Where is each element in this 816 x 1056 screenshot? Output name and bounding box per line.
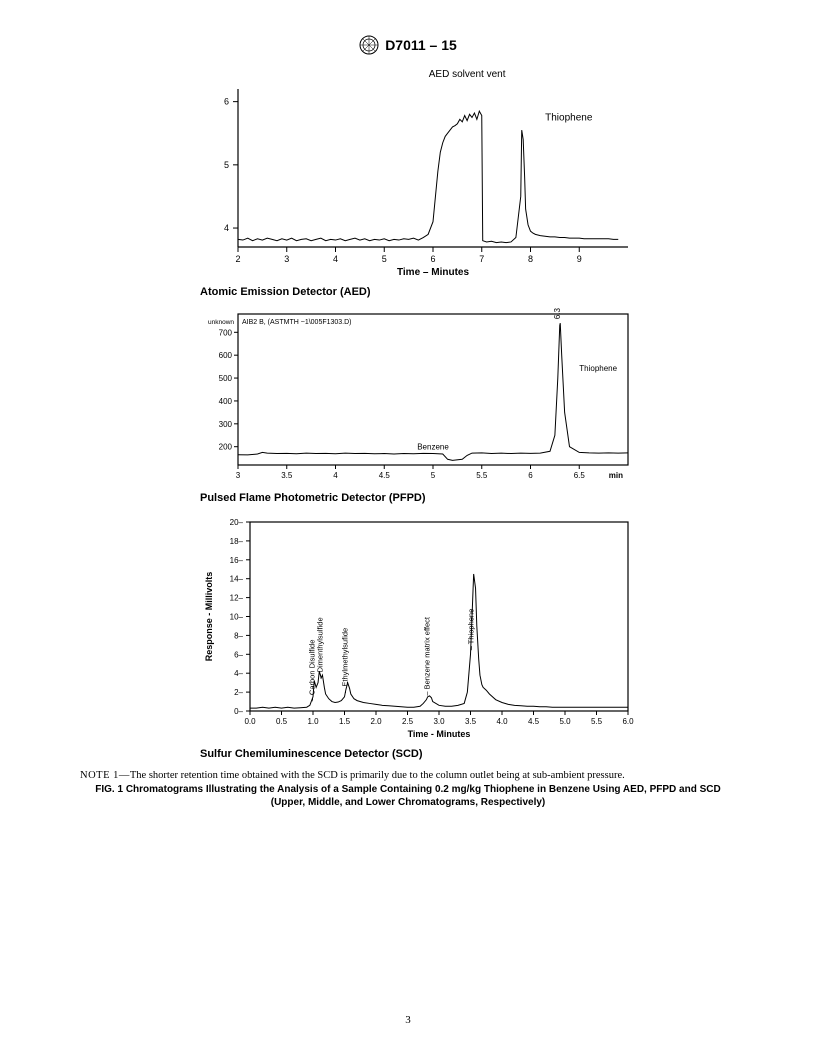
svg-text:unknown: unknown [208, 319, 234, 326]
svg-text:5: 5 [224, 160, 229, 170]
svg-text:– Benzene matrix effect: – Benzene matrix effect [423, 616, 432, 696]
chart-pfpd: AIB2 B, (ASTMTH ~1\005F1303.D) unknown 200… [178, 308, 638, 488]
svg-text:6–: 6– [234, 650, 243, 659]
svg-text:20–: 20– [230, 518, 244, 527]
chart3-title: Sulfur Chemiluminescence Detector (SCD) [200, 748, 766, 760]
svg-text:– Ethylmethylsufide: – Ethylmethylsufide [341, 628, 350, 693]
svg-text:18–: 18– [230, 537, 244, 546]
svg-text:Time – Minutes: Time – Minutes [397, 267, 469, 277]
svg-text:600: 600 [219, 351, 233, 360]
aed-chromatogram: 4 5 6 2 3 4 5 6 7 8 9 Time – Minutes AED solvent ven… [178, 67, 638, 277]
svg-text:5.0: 5.0 [559, 717, 571, 726]
svg-text:3: 3 [236, 471, 241, 480]
svg-text:Time - Minutes: Time - Minutes [408, 729, 471, 739]
svg-text:4: 4 [333, 471, 338, 480]
svg-text:5.5: 5.5 [476, 471, 488, 480]
chart-scd: 0– 2– 4– 6– 8– 10– 12– 14– 16– 18– 20– Response - M… [178, 514, 638, 744]
pfpd-chromatogram: AIB2 B, (ASTMTH ~1\005F1303.D) unknown 200… [178, 308, 638, 483]
svg-text:0.0: 0.0 [244, 717, 256, 726]
svg-text:12–: 12– [230, 594, 244, 603]
svg-text:Thiophene: Thiophene [545, 113, 593, 124]
note-text: NOTE 1—The shorter retention time obtain… [80, 770, 736, 781]
svg-text:2.0: 2.0 [370, 717, 382, 726]
svg-text:2–: 2– [234, 688, 243, 697]
page-number: 3 [405, 1014, 411, 1026]
caption-line2: (Upper, Middle, and Lower Chromatograms,… [50, 796, 766, 809]
svg-text:14–: 14– [230, 575, 244, 584]
svg-text:0–: 0– [234, 707, 243, 716]
svg-text:Benzene: Benzene [417, 442, 449, 451]
svg-text:2: 2 [235, 254, 240, 264]
svg-text:– Thiophene: – Thiophene [467, 609, 476, 651]
svg-text:4.5: 4.5 [528, 717, 540, 726]
svg-text:200: 200 [219, 443, 233, 452]
svg-text:3.5: 3.5 [281, 471, 293, 480]
svg-text:5: 5 [431, 471, 436, 480]
svg-text:9: 9 [577, 254, 582, 264]
chart2-title: Pulsed Flame Photometric Detector (PFPD) [200, 492, 766, 504]
note-body: The shorter retention time obtained with… [130, 770, 625, 781]
svg-text:6: 6 [224, 97, 229, 107]
page-header: D7011 – 15 [50, 35, 766, 55]
svg-text:7: 7 [479, 254, 484, 264]
svg-text:6.5: 6.5 [574, 471, 586, 480]
svg-text:4: 4 [333, 254, 338, 264]
svg-text:6: 6 [430, 254, 435, 264]
svg-text:300: 300 [219, 420, 233, 429]
figure-caption: FIG. 1 Chromatograms Illustrating the An… [50, 783, 766, 809]
svg-text:8–: 8– [234, 631, 243, 640]
scd-chromatogram: 0– 2– 4– 6– 8– 10– 12– 14– 16– 18– 20– Response - M… [178, 514, 638, 739]
svg-text:10–: 10– [230, 613, 244, 622]
svg-text:4.5: 4.5 [379, 471, 391, 480]
svg-text:3: 3 [284, 254, 289, 264]
svg-text:5.5: 5.5 [591, 717, 603, 726]
chart-aed: 4 5 6 2 3 4 5 6 7 8 9 Time – Minutes AED solvent ven… [178, 67, 638, 282]
svg-text:400: 400 [219, 397, 233, 406]
standard-id: D7011 – 15 [385, 37, 457, 53]
svg-text:6.0: 6.0 [622, 717, 634, 726]
svg-text:Thiophene: Thiophene [579, 364, 617, 373]
svg-text:0.5: 0.5 [276, 717, 288, 726]
svg-text:16–: 16– [230, 556, 244, 565]
chart1-title: Atomic Emission Detector (AED) [200, 286, 766, 298]
note-prefix: NOTE 1— [80, 770, 130, 781]
svg-text:– Dimenthylsulfide: – Dimenthylsulfide [315, 617, 324, 678]
svg-text:1.0: 1.0 [307, 717, 319, 726]
svg-text:Response - Millivolts: Response - Millivolts [204, 572, 214, 662]
svg-text:min: min [609, 471, 623, 480]
svg-text:2.5: 2.5 [402, 717, 414, 726]
svg-text:AED solvent vent: AED solvent vent [429, 69, 506, 80]
svg-text:4–: 4– [234, 669, 243, 678]
svg-text:AIB2 B, (ASTMTH ~1\005F1303.D): AIB2 B, (ASTMTH ~1\005F1303.D) [242, 319, 352, 326]
svg-text:8: 8 [528, 254, 533, 264]
svg-text:700: 700 [219, 328, 233, 337]
svg-text:3.0: 3.0 [433, 717, 445, 726]
astm-logo [359, 35, 379, 55]
svg-text:4.0: 4.0 [496, 717, 508, 726]
svg-text:500: 500 [219, 374, 233, 383]
svg-text:1.5: 1.5 [339, 717, 351, 726]
svg-text:6.305: 6.305 [553, 308, 562, 319]
svg-text:4: 4 [224, 223, 229, 233]
svg-text:6: 6 [528, 471, 533, 480]
svg-text:3.5: 3.5 [465, 717, 477, 726]
svg-text:5: 5 [382, 254, 387, 264]
caption-line1: FIG. 1 Chromatograms Illustrating the An… [50, 783, 766, 796]
